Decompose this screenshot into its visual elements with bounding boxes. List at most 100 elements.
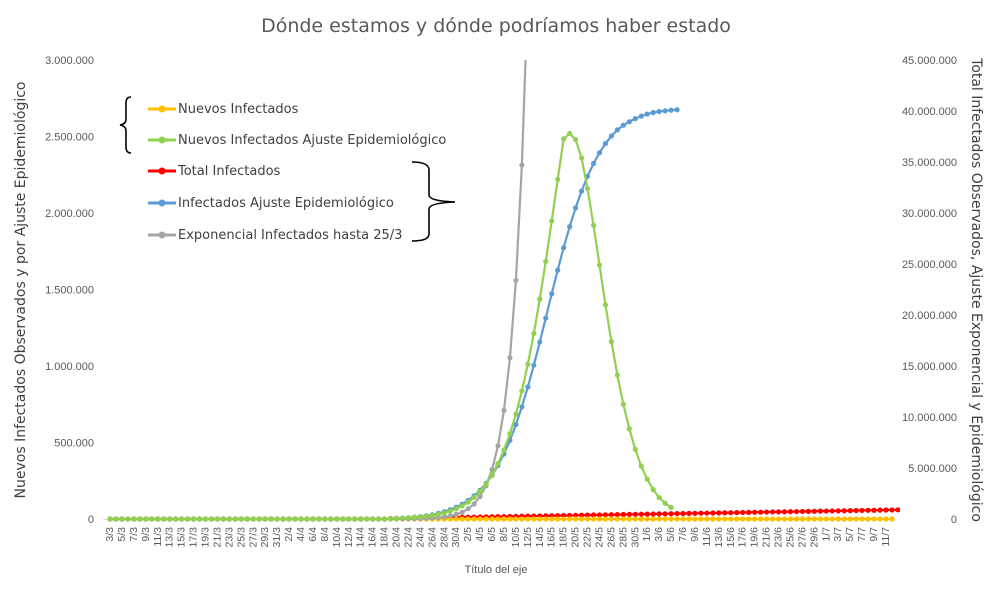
y-right-tick-label: 10.000.000 [902,412,957,424]
x-tick-label: 10/5 [510,527,522,548]
data-point [811,516,817,522]
data-point [459,503,465,509]
data-point [202,516,209,522]
data-point [507,355,513,361]
data-point [853,516,859,522]
data-point [155,516,161,522]
data-point [471,494,477,501]
y-left-tick-label: 1.000.000 [45,361,94,373]
data-point [220,516,227,522]
data-point [131,516,137,522]
data-point [823,508,829,514]
data-point [781,516,788,522]
data-point [525,384,531,390]
data-point [483,481,489,487]
data-point [113,516,119,522]
data-point [638,516,644,522]
x-tick-label: 12/5 [522,527,534,548]
data-point [459,509,465,515]
data-point [483,516,489,522]
data-point [626,426,632,432]
data-point [519,162,525,168]
series-line [110,60,527,521]
data-point [907,507,912,512]
x-tick-label: 7/6 [677,527,689,542]
data-point [381,516,388,522]
x-tick-label: 23/3 [223,527,235,548]
data-point [549,291,555,297]
data-point [346,516,352,522]
data-point [943,506,948,511]
data-point [608,338,615,345]
data-point [179,516,185,522]
data-point [799,508,806,515]
y-right-tick-label: 25.000.000 [902,259,957,271]
data-point [835,508,841,514]
x-tick-label: 20/5 [570,527,582,548]
x-tick-label: 11/7 [880,527,892,547]
data-point [590,160,597,167]
data-point [232,516,238,522]
x-tick-label: 5/6 [665,527,677,542]
legend: Nuevos Infectados Nuevos Infectados Ajus… [119,96,456,243]
data-point [370,516,376,522]
data-point [584,512,591,518]
data-point [704,516,710,522]
data-point [674,516,680,522]
data-point [787,516,794,522]
data-point [477,493,483,500]
data-point [769,509,776,515]
data-point [985,506,990,511]
data-point [614,372,620,378]
data-point [889,507,895,513]
data-point [901,507,906,512]
data-point [680,516,686,522]
data-point [590,222,597,228]
data-point [668,504,674,511]
data-point [626,119,632,125]
data-point [961,506,966,511]
data-point [405,515,412,521]
data-point [716,516,722,522]
data-point [119,516,125,522]
data-point [590,516,597,522]
data-point [614,512,620,518]
data-point [614,516,620,522]
x-tick-label: 15/6 [725,527,737,548]
data-point [853,507,859,514]
data-point [555,176,561,183]
data-point [519,404,525,410]
left-axis-ticks: 0 500.000 1.000.000 1.500.000 2.000.000 2.500… [45,55,94,526]
x-tick-label: 8/4 [319,527,331,542]
data-point [626,516,632,522]
y-right-tick-label: 5.000.000 [908,463,957,475]
data-point [740,516,746,522]
data-point [656,494,662,501]
data-point [376,516,382,522]
data-point [638,113,644,119]
x-tick-label: 17/6 [737,527,749,548]
x-axis-label: Título del eje [465,564,528,576]
data-point [584,516,591,522]
data-point [531,516,537,522]
data-point [817,516,823,522]
data-point [620,401,626,407]
data-point [632,116,638,122]
data-point [489,516,495,522]
x-tick-label: 14/5 [534,527,546,548]
x-tick-label: 16/4 [367,527,379,548]
data-point [662,511,668,517]
data-point [602,512,609,518]
data-point [304,516,310,522]
data-point [877,507,883,513]
data-point [125,516,131,522]
data-point [698,510,704,516]
data-point [567,130,573,137]
data-point [865,516,871,522]
data-point [190,516,197,522]
data-point [137,516,143,522]
data-point [620,511,626,518]
data-point [334,516,340,522]
data-point [662,516,668,522]
data-point [722,510,728,516]
